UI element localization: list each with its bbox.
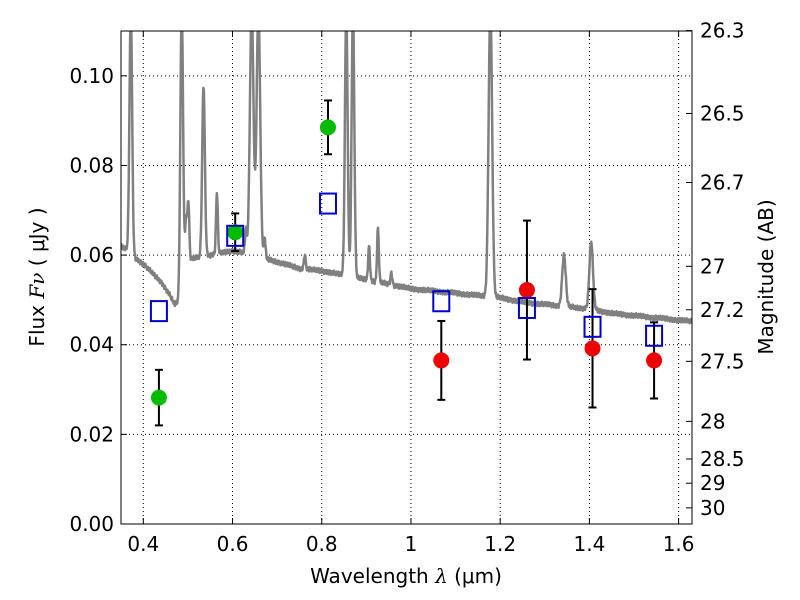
red-data-point <box>433 352 450 369</box>
y-tick-labels: 0.00 0.02 0.04 0.06 0.08 0.10 <box>69 64 114 536</box>
model-square <box>318 192 337 215</box>
y2-tick-label: 30 <box>700 496 725 520</box>
model-square <box>432 290 451 313</box>
model-square <box>149 300 168 323</box>
axis-ticks <box>121 30 692 525</box>
y-tick-label: 0.10 <box>69 64 114 88</box>
spectrum-layer <box>121 31 692 325</box>
plot-background <box>121 31 692 524</box>
x-tick-label: 0.8 <box>306 532 338 556</box>
model-points <box>149 192 664 347</box>
x-tick-label: 1.6 <box>663 532 695 556</box>
y2-tick-label: 27.2 <box>700 298 745 322</box>
observed-points <box>150 119 663 406</box>
x-tick-label: 0.4 <box>127 532 159 556</box>
x-tick-label: 1.4 <box>573 532 605 556</box>
y-tick-label: 0.06 <box>69 243 114 267</box>
y-axis-label: Flux Fν ( μJy ) <box>25 207 49 346</box>
y2-tick-label: 26.7 <box>700 170 745 194</box>
y-tick-label: 0.04 <box>69 333 114 357</box>
spectrum-line <box>121 31 692 325</box>
plot-frame <box>120 30 693 525</box>
model-square <box>517 296 536 319</box>
red-data-point <box>646 352 663 369</box>
y2-tick-label: 26.5 <box>700 101 745 125</box>
y-tick-label: 0.00 <box>69 512 114 536</box>
red-data-point <box>584 340 601 357</box>
x-tick-labels: 0.4 0.6 0.8 1 1.2 1.4 1.6 <box>127 532 694 556</box>
model-square <box>226 224 245 247</box>
y-tick-label: 0.08 <box>69 153 114 177</box>
model-square <box>645 324 664 347</box>
y2-tick-label: 26.3 <box>700 19 745 43</box>
y2-tick-label: 28 <box>700 409 725 433</box>
x-axis-label: Wavelength λ (μm) <box>310 564 502 588</box>
x-tick-label: 1.2 <box>484 532 516 556</box>
green-data-point <box>150 389 167 406</box>
y2-tick-label: 29 <box>700 471 725 495</box>
y2-axis-label: Magnitude (AB) <box>754 199 778 354</box>
y2-tick-label: 27.5 <box>700 349 745 373</box>
red-data-point <box>518 282 535 299</box>
green-data-point <box>319 119 336 136</box>
y2-tick-label: 27 <box>700 254 725 278</box>
y2-tick-label: 28.5 <box>700 447 745 471</box>
x-tick-label: 1 <box>405 532 418 556</box>
green-data-point <box>227 224 244 241</box>
y-tick-label: 0.02 <box>69 422 114 446</box>
x-tick-label: 0.6 <box>217 532 249 556</box>
model-square <box>583 315 602 338</box>
